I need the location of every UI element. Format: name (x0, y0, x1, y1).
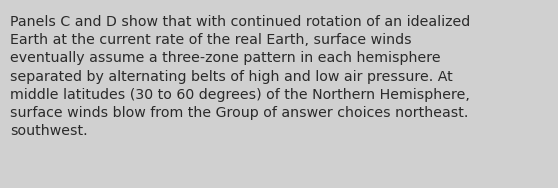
Text: Panels C and D show that with continued rotation of an idealized
Earth at the cu: Panels C and D show that with continued … (10, 15, 470, 138)
